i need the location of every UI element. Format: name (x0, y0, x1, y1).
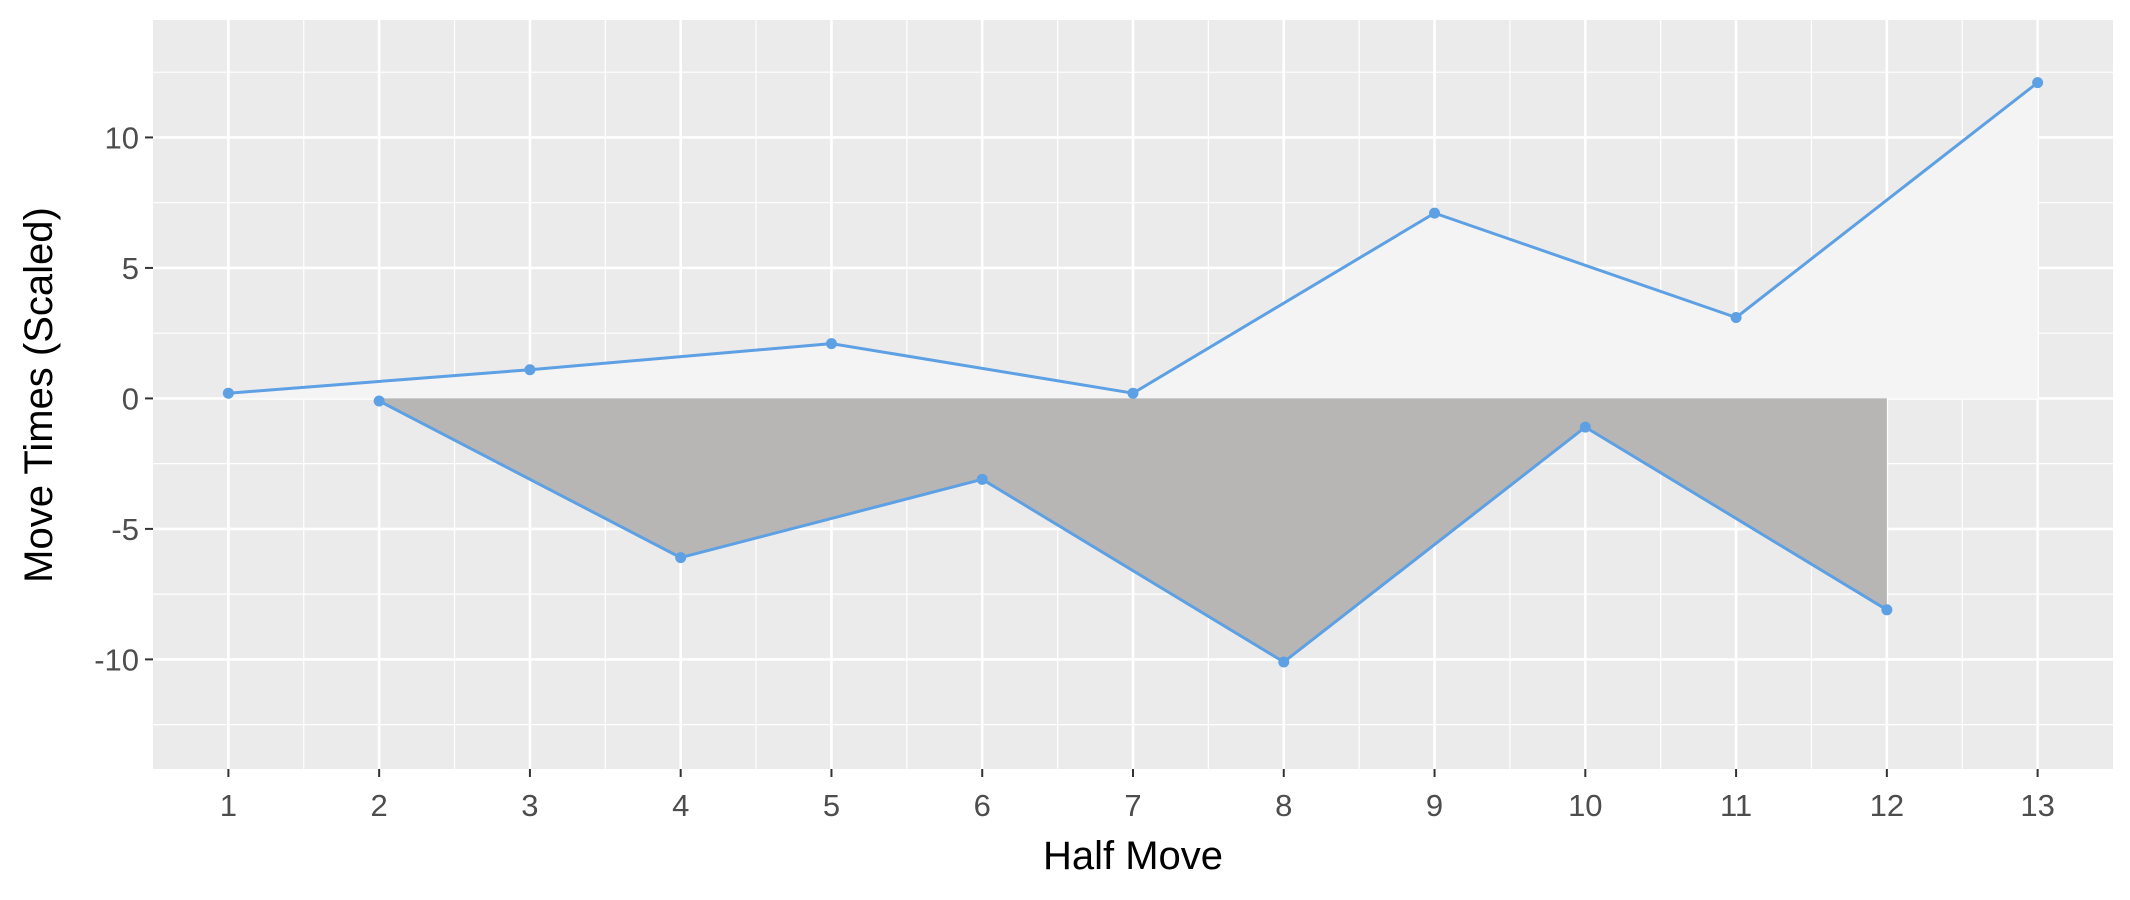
y-axis-title: Move Times (Scaled) (17, 207, 61, 583)
x-tick-label: 12 (1870, 788, 1904, 823)
x-tick-label: 5 (823, 788, 840, 823)
area-fills (228, 82, 2038, 662)
area-fill-series-2 (379, 398, 1887, 662)
data-point (1278, 656, 1290, 668)
x-tick-label: 3 (521, 788, 538, 823)
x-tick-label: 6 (974, 788, 991, 823)
data-point (373, 395, 385, 407)
y-tick-label: 10 (105, 120, 139, 155)
data-point (222, 387, 234, 399)
x-tick-label: 13 (2020, 788, 2054, 823)
area-fill-series-1 (228, 82, 2038, 399)
x-tick-label: 8 (1275, 788, 1292, 823)
x-tick-label: 1 (220, 788, 237, 823)
x-tick-label: 4 (672, 788, 689, 823)
data-point (825, 338, 837, 350)
data-point (524, 364, 536, 376)
series-points (222, 77, 2044, 668)
x-tick-label: 9 (1426, 788, 1443, 823)
x-tick-label: 10 (1568, 788, 1602, 823)
y-tick-label: -5 (111, 512, 139, 547)
y-axis-ticks: 10 5 0 -5 -10 (94, 120, 153, 677)
data-point (2032, 77, 2044, 89)
y-tick-label: 0 (122, 381, 139, 416)
data-point (675, 552, 687, 564)
data-point (1429, 207, 1441, 219)
data-point (1127, 387, 1139, 399)
data-point (976, 473, 988, 485)
x-tick-label: 11 (1720, 788, 1752, 823)
x-tick-label: 7 (1124, 788, 1141, 823)
data-point (1881, 604, 1893, 616)
x-axis-title: Half Move (1043, 834, 1223, 878)
x-axis-ticks: 1 2 3 4 5 6 7 8 9 10 11 12 13 (220, 769, 2055, 823)
x-tick-label: 2 (371, 788, 388, 823)
data-point (1730, 312, 1742, 324)
y-tick-label: -10 (94, 642, 139, 677)
y-tick-label: 5 (122, 251, 139, 286)
data-point (1579, 421, 1591, 433)
series-line-2 (378, 399, 1888, 664)
